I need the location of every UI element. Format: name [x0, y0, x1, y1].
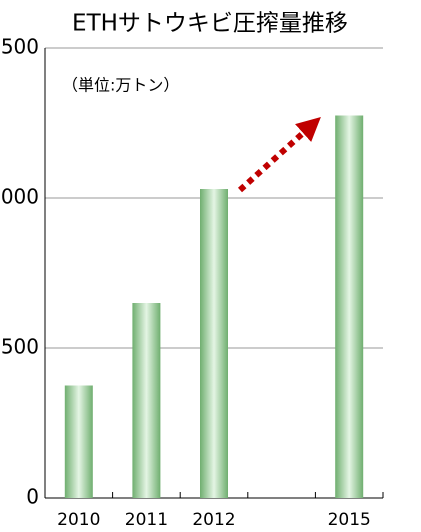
bar [132, 303, 161, 498]
unit-annotation: （単位:万トン） [62, 76, 179, 95]
x-tick-label: 2010 [57, 510, 100, 530]
x-tick-label: 2015 [328, 510, 371, 530]
bar [64, 385, 93, 498]
bar [335, 115, 364, 498]
trend-arrow [237, 116, 321, 193]
bar [200, 189, 228, 498]
y-tick-label: 1500 [0, 35, 39, 59]
x-tick-label: 2012 [192, 510, 235, 530]
y-tick-label: 1000 [0, 185, 39, 209]
y-tick-label: 0 [26, 485, 39, 509]
chart-title: ETHサトウキビ圧搾量推移 [72, 11, 348, 37]
x-tick-label: 2011 [125, 510, 168, 530]
y-tick-label: 500 [1, 335, 39, 359]
